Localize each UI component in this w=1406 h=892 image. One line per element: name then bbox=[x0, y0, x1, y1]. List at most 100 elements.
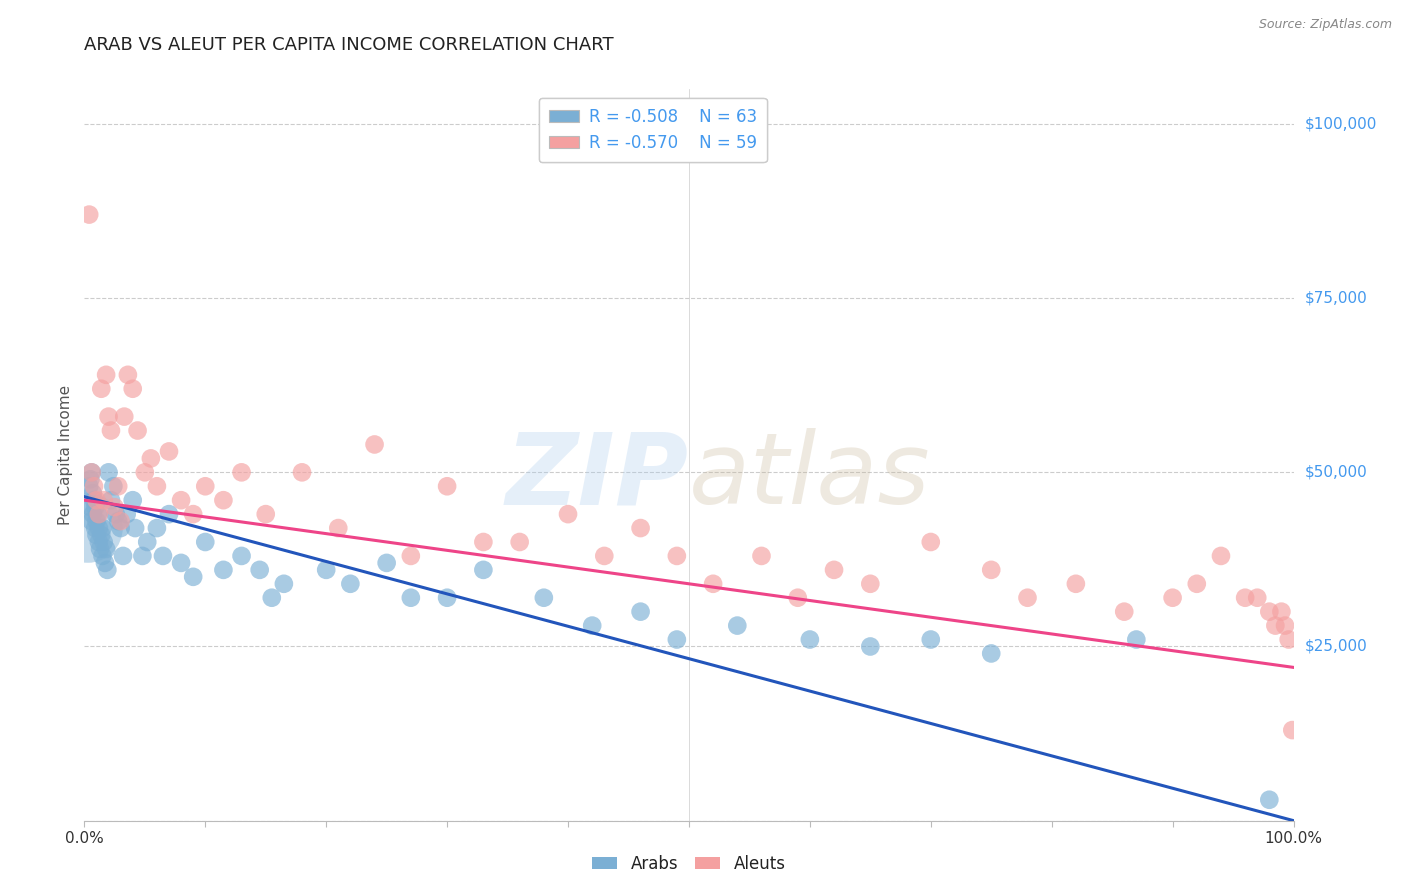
Point bbox=[94, 368, 117, 382]
Point bbox=[181, 570, 204, 584]
Point bbox=[1161, 591, 1184, 605]
Point bbox=[90, 528, 112, 542]
Point bbox=[79, 472, 101, 486]
Point bbox=[80, 466, 103, 480]
Point bbox=[157, 507, 180, 521]
Point bbox=[77, 208, 100, 222]
Point bbox=[94, 556, 117, 570]
Point bbox=[121, 382, 143, 396]
Point bbox=[1258, 605, 1281, 619]
Point bbox=[436, 591, 458, 605]
Point bbox=[87, 521, 110, 535]
Point bbox=[339, 576, 361, 591]
Point bbox=[436, 479, 458, 493]
Point bbox=[146, 479, 169, 493]
Point bbox=[91, 549, 114, 563]
Text: $50,000: $50,000 bbox=[1305, 465, 1368, 480]
Point bbox=[533, 591, 555, 605]
Point bbox=[859, 576, 882, 591]
Point bbox=[82, 486, 104, 500]
Point bbox=[472, 535, 495, 549]
Point bbox=[212, 493, 235, 508]
Point bbox=[110, 514, 132, 528]
Point bbox=[231, 549, 253, 563]
Point bbox=[273, 576, 295, 591]
Point bbox=[509, 535, 531, 549]
Point bbox=[87, 535, 110, 549]
Point bbox=[399, 591, 422, 605]
Point bbox=[630, 521, 652, 535]
Point bbox=[112, 409, 135, 424]
Point bbox=[920, 535, 942, 549]
Point bbox=[799, 632, 821, 647]
Point bbox=[93, 535, 115, 549]
Point bbox=[104, 507, 127, 521]
Point bbox=[170, 493, 193, 508]
Point bbox=[1114, 605, 1136, 619]
Legend: R = -0.508    N = 63, R = -0.570    N = 59: R = -0.508 N = 63, R = -0.570 N = 59 bbox=[538, 97, 766, 161]
Point bbox=[751, 549, 773, 563]
Text: $100,000: $100,000 bbox=[1305, 117, 1376, 131]
Point bbox=[1125, 632, 1147, 647]
Point bbox=[786, 591, 808, 605]
Point bbox=[96, 563, 118, 577]
Point bbox=[79, 500, 101, 515]
Point bbox=[110, 521, 132, 535]
Point bbox=[121, 493, 143, 508]
Text: $75,000: $75,000 bbox=[1305, 291, 1368, 306]
Point bbox=[1270, 605, 1292, 619]
Point bbox=[980, 647, 1002, 661]
Point bbox=[859, 640, 882, 654]
Point bbox=[127, 424, 149, 438]
Point bbox=[86, 493, 108, 508]
Point bbox=[375, 556, 398, 570]
Point bbox=[90, 382, 112, 396]
Text: $25,000: $25,000 bbox=[1305, 639, 1368, 654]
Point bbox=[363, 437, 385, 451]
Point bbox=[725, 618, 748, 632]
Point bbox=[97, 409, 120, 424]
Point bbox=[84, 521, 107, 535]
Point bbox=[139, 451, 162, 466]
Point bbox=[103, 479, 125, 493]
Point bbox=[100, 493, 122, 508]
Point bbox=[557, 507, 579, 521]
Point bbox=[84, 500, 107, 515]
Point bbox=[170, 556, 193, 570]
Point bbox=[212, 563, 235, 577]
Y-axis label: Per Capita Income: Per Capita Income bbox=[58, 384, 73, 525]
Point bbox=[581, 618, 603, 632]
Point bbox=[93, 493, 115, 508]
Point bbox=[146, 521, 169, 535]
Point bbox=[1185, 576, 1208, 591]
Point bbox=[94, 541, 117, 556]
Point bbox=[702, 576, 724, 591]
Point bbox=[1258, 793, 1281, 807]
Point bbox=[1281, 723, 1303, 737]
Point bbox=[112, 549, 135, 563]
Text: ARAB VS ALEUT PER CAPITA INCOME CORRELATION CHART: ARAB VS ALEUT PER CAPITA INCOME CORRELAT… bbox=[84, 36, 614, 54]
Text: ZIP: ZIP bbox=[506, 428, 689, 525]
Point bbox=[157, 444, 180, 458]
Point bbox=[1209, 549, 1232, 563]
Point bbox=[980, 563, 1002, 577]
Point bbox=[134, 466, 156, 480]
Point bbox=[107, 514, 129, 528]
Legend: Arabs, Aleuts: Arabs, Aleuts bbox=[586, 848, 792, 880]
Point bbox=[260, 591, 283, 605]
Point bbox=[100, 424, 122, 438]
Point bbox=[194, 479, 217, 493]
Point bbox=[1278, 632, 1301, 647]
Point bbox=[328, 521, 350, 535]
Point bbox=[97, 466, 120, 480]
Point bbox=[181, 507, 204, 521]
Point bbox=[920, 632, 942, 647]
Point bbox=[1017, 591, 1039, 605]
Point bbox=[472, 563, 495, 577]
Point bbox=[82, 507, 104, 521]
Point bbox=[80, 466, 103, 480]
Point bbox=[86, 507, 108, 521]
Point bbox=[630, 605, 652, 619]
Point bbox=[77, 521, 100, 535]
Point bbox=[231, 466, 253, 480]
